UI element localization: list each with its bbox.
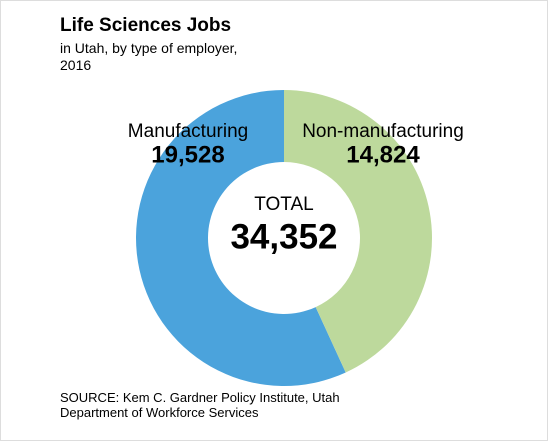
source-note: SOURCE: Kem C. Gardner Policy Institute,…: [60, 390, 340, 420]
chart-subtitle: in Utah, by type of employer, 2016: [60, 40, 238, 73]
chart-title: Life Sciences Jobs: [60, 15, 232, 36]
center-label: TOTAL: [254, 194, 313, 215]
donut-segment: [136, 90, 346, 386]
segment-value-label: 14,824: [346, 141, 420, 168]
center-total: 34,352: [230, 217, 337, 256]
segment-label: Manufacturing: [128, 121, 248, 142]
segment-value-label: 19,528: [151, 141, 224, 168]
donut-segment: [284, 90, 433, 373]
segment-label: Non-manufacturing: [302, 121, 464, 142]
